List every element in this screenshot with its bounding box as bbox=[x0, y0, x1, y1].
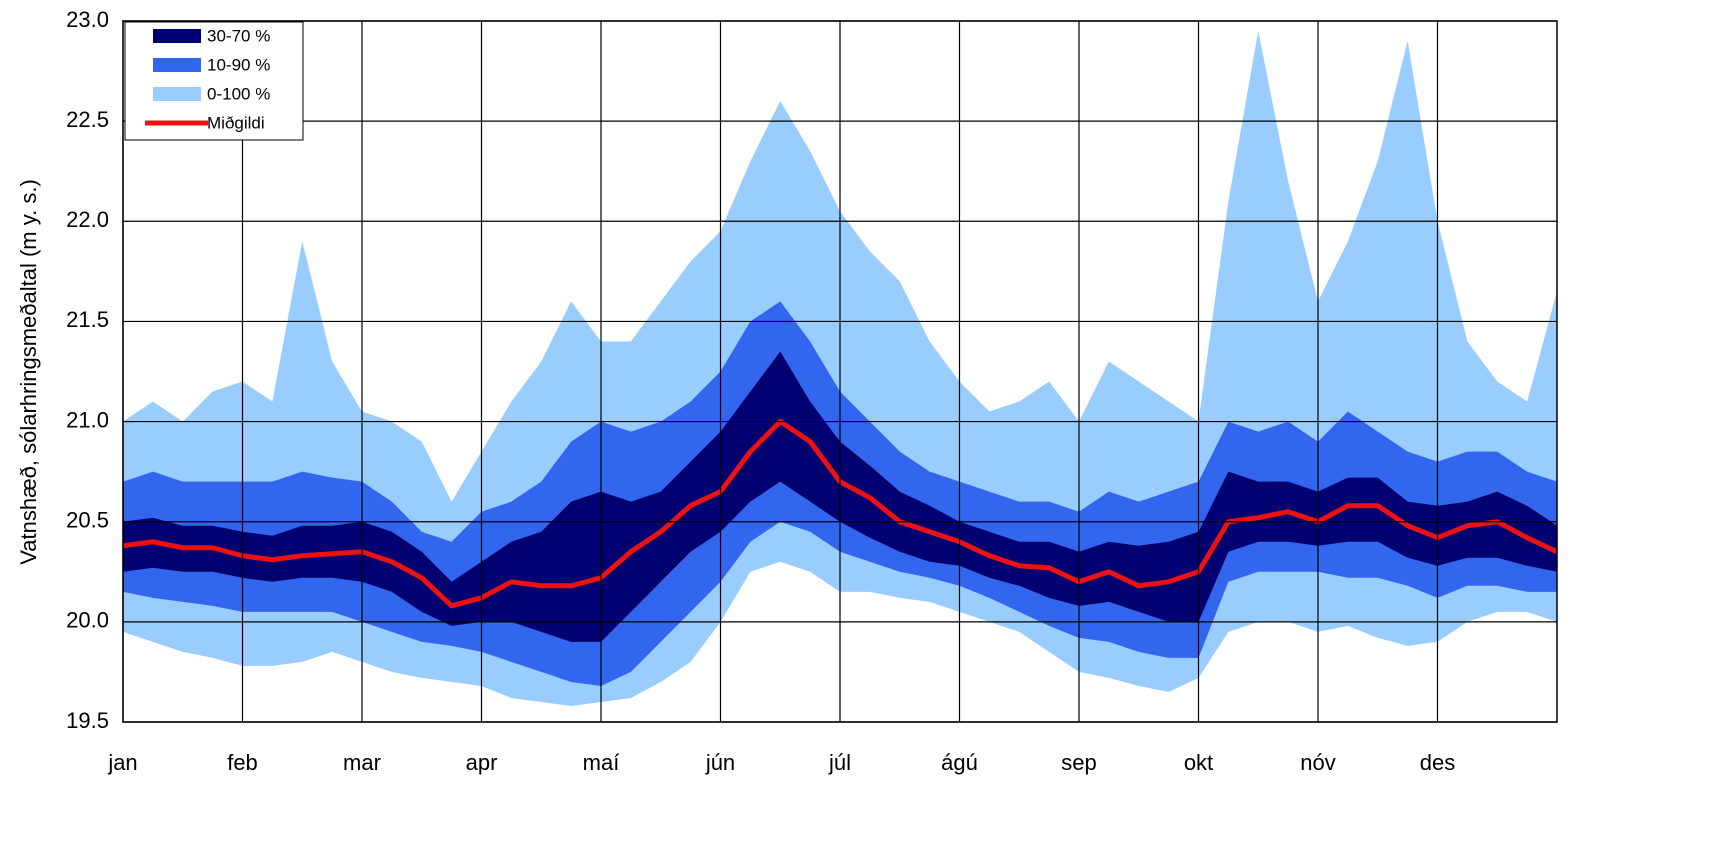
x-tick-label: jan bbox=[107, 750, 137, 775]
legend-label: 30-70 % bbox=[207, 26, 270, 45]
y-tick-label: 22.5 bbox=[66, 107, 109, 132]
legend-label: 10-90 % bbox=[207, 55, 270, 74]
legend-label: 0-100 % bbox=[207, 84, 270, 103]
x-tick-label: sep bbox=[1061, 750, 1096, 775]
x-tick-label: nóv bbox=[1300, 750, 1335, 775]
x-tick-label: júl bbox=[828, 750, 851, 775]
y-tick-label: 19.5 bbox=[66, 708, 109, 733]
y-tick-label: 21.0 bbox=[66, 407, 109, 432]
x-tick-label: ágú bbox=[941, 750, 978, 775]
x-tick-label: des bbox=[1420, 750, 1455, 775]
plot-frame bbox=[122, 20, 1558, 723]
y-tick-label: 21.5 bbox=[66, 307, 109, 332]
y-tick-label: 23.0 bbox=[66, 7, 109, 32]
x-tick-label: feb bbox=[227, 750, 258, 775]
legend: 30-70 % 10-90 % 0-100 % Miðgildi bbox=[124, 21, 304, 141]
y-tick-label: 20.5 bbox=[66, 508, 109, 533]
y-tick-label: 20.0 bbox=[66, 608, 109, 633]
legend-label: Miðgildi bbox=[207, 113, 265, 132]
legend-swatch bbox=[153, 87, 201, 101]
y-tick-label: 22.0 bbox=[66, 207, 109, 232]
x-tick-label: apr bbox=[466, 750, 498, 775]
x-tick-label: mar bbox=[343, 750, 381, 775]
y-axis-label: Vatnshæð, sólarhringsmeðaltal (m y. s.) bbox=[16, 179, 41, 565]
x-tick-label: okt bbox=[1184, 750, 1213, 775]
x-tick-label: jún bbox=[705, 750, 735, 775]
legend-swatch bbox=[153, 29, 201, 43]
x-tick-label: maí bbox=[583, 750, 620, 775]
legend-swatch bbox=[153, 58, 201, 72]
